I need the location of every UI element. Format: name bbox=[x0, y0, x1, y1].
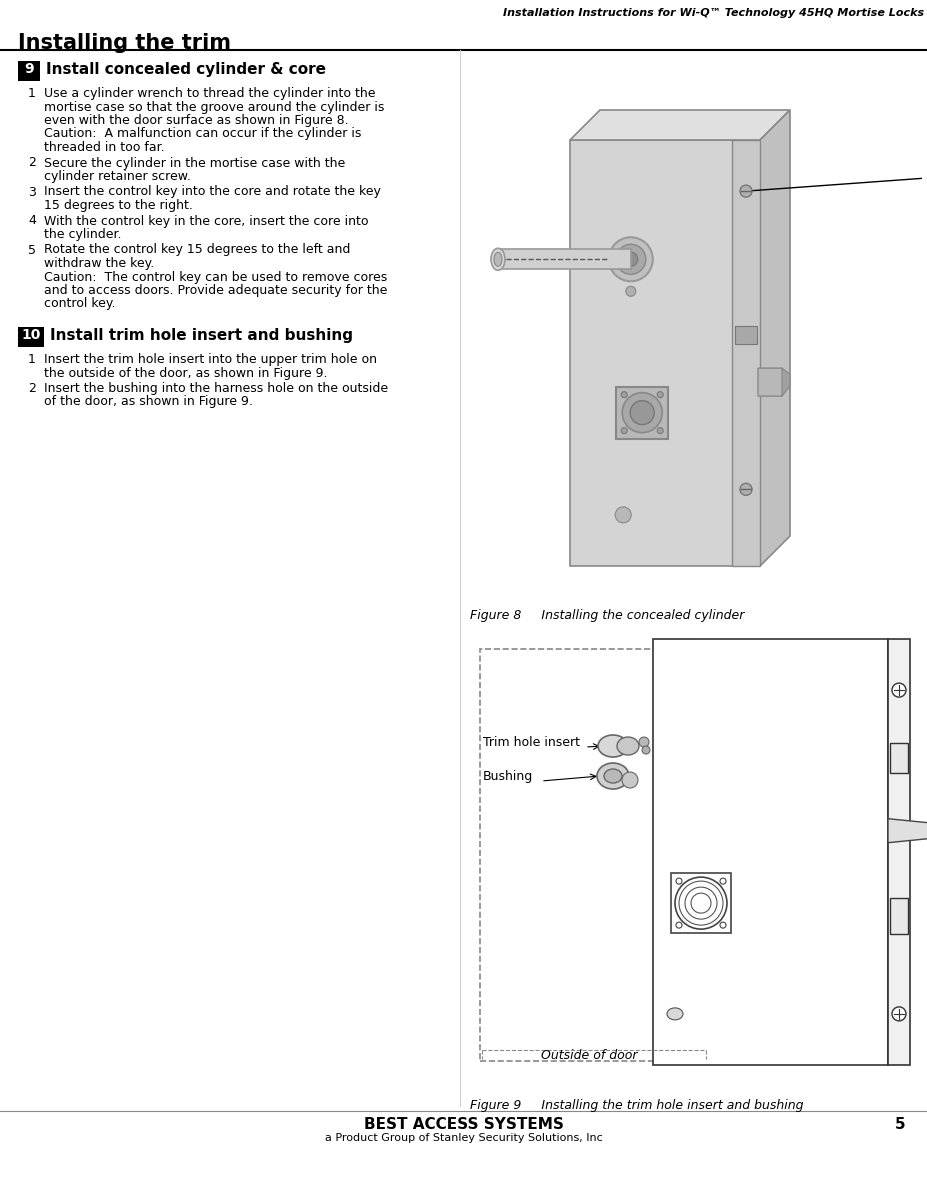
Circle shape bbox=[891, 1006, 905, 1021]
Text: mortise case so that the groove around the cylinder is: mortise case so that the groove around t… bbox=[44, 100, 384, 113]
Polygon shape bbox=[757, 368, 789, 397]
Ellipse shape bbox=[490, 248, 504, 270]
Text: 1: 1 bbox=[28, 87, 36, 100]
Circle shape bbox=[891, 684, 905, 697]
Ellipse shape bbox=[597, 735, 628, 757]
Polygon shape bbox=[569, 110, 789, 141]
Bar bbox=[569, 141, 759, 566]
Circle shape bbox=[719, 922, 725, 928]
Text: Outside of door: Outside of door bbox=[540, 1049, 637, 1062]
Text: Figure 8     Installing the concealed cylinder: Figure 8 Installing the concealed cylind… bbox=[469, 609, 743, 622]
Bar bbox=[18, 61, 40, 81]
Text: Use a cylinder wrench to thread the cylinder into the: Use a cylinder wrench to thread the cyli… bbox=[44, 87, 375, 100]
Circle shape bbox=[639, 737, 648, 747]
Circle shape bbox=[620, 428, 627, 434]
Circle shape bbox=[656, 428, 663, 434]
Circle shape bbox=[608, 237, 652, 281]
Circle shape bbox=[625, 286, 635, 297]
Text: BEST ACCESS SYSTEMS: BEST ACCESS SYSTEMS bbox=[363, 1117, 564, 1131]
Circle shape bbox=[621, 772, 638, 788]
Text: Caution:  The control key can be used to remove cores: Caution: The control key can be used to … bbox=[44, 270, 387, 283]
Text: Figure 9     Installing the trim hole insert and bushing: Figure 9 Installing the trim hole insert… bbox=[469, 1099, 803, 1112]
Ellipse shape bbox=[603, 769, 621, 782]
Circle shape bbox=[719, 878, 725, 884]
Ellipse shape bbox=[616, 737, 639, 755]
Text: 5: 5 bbox=[894, 1117, 905, 1131]
Text: Installation Instructions for Wi-Q™ Technology 45HQ Mortise Locks: Installation Instructions for Wi-Q™ Tech… bbox=[502, 8, 923, 18]
Text: Installing the trim: Installing the trim bbox=[18, 33, 231, 54]
Text: 1: 1 bbox=[28, 353, 36, 366]
Bar bbox=[887, 640, 909, 1065]
Bar bbox=[889, 743, 907, 773]
Polygon shape bbox=[653, 640, 703, 651]
Polygon shape bbox=[781, 368, 789, 397]
Text: Secure the cylinder in the mortise case with the: Secure the cylinder in the mortise case … bbox=[44, 156, 345, 169]
Text: Insert the bushing into the harness hole on the outside: Insert the bushing into the harness hole… bbox=[44, 382, 387, 395]
Text: Insert the control key into the core and rotate the key: Insert the control key into the core and… bbox=[44, 186, 380, 199]
Text: the outside of the door, as shown in Figure 9.: the outside of the door, as shown in Fig… bbox=[44, 367, 327, 380]
Text: Install trim hole insert and bushing: Install trim hole insert and bushing bbox=[50, 328, 352, 343]
Text: even with the door surface as shown in Figure 8.: even with the door surface as shown in F… bbox=[44, 114, 349, 127]
Circle shape bbox=[674, 877, 726, 929]
Text: Bushing: Bushing bbox=[482, 769, 533, 782]
Text: threaded in too far.: threaded in too far. bbox=[44, 141, 164, 154]
Bar bbox=[616, 387, 667, 438]
Circle shape bbox=[629, 400, 654, 425]
Ellipse shape bbox=[596, 763, 629, 788]
Circle shape bbox=[621, 393, 662, 432]
Circle shape bbox=[739, 484, 751, 495]
Circle shape bbox=[739, 185, 751, 198]
Ellipse shape bbox=[493, 252, 502, 267]
Bar bbox=[731, 141, 759, 566]
Text: 2: 2 bbox=[28, 382, 36, 395]
Bar bbox=[498, 249, 630, 269]
Text: Trim hole insert: Trim hole insert bbox=[482, 736, 579, 748]
Bar bbox=[889, 898, 907, 934]
Circle shape bbox=[623, 252, 637, 267]
Polygon shape bbox=[759, 110, 789, 566]
Text: Rotate the control key 15 degrees to the left and: Rotate the control key 15 degrees to the… bbox=[44, 243, 350, 256]
Text: Insert the trim hole insert into the upper trim hole on: Insert the trim hole insert into the upp… bbox=[44, 353, 376, 366]
Text: 4: 4 bbox=[28, 214, 36, 227]
Text: 15 degrees to the right.: 15 degrees to the right. bbox=[44, 199, 193, 212]
Text: a Product Group of Stanley Security Solutions, Inc: a Product Group of Stanley Security Solu… bbox=[324, 1133, 603, 1143]
Text: 5: 5 bbox=[28, 243, 36, 256]
Text: the cylinder.: the cylinder. bbox=[44, 227, 121, 241]
Text: 10: 10 bbox=[21, 328, 41, 342]
Text: Install concealed cylinder & core: Install concealed cylinder & core bbox=[46, 62, 325, 77]
Text: cylinder retainer screw.: cylinder retainer screw. bbox=[44, 170, 191, 183]
Text: With the control key in the core, insert the core into: With the control key in the core, insert… bbox=[44, 214, 368, 227]
Bar bbox=[18, 328, 44, 347]
Bar bbox=[467, 55, 921, 601]
Circle shape bbox=[656, 392, 663, 398]
Text: Caution:  A malfunction can occur if the cylinder is: Caution: A malfunction can occur if the … bbox=[44, 127, 361, 141]
Bar bbox=[734, 326, 756, 344]
Circle shape bbox=[675, 922, 681, 928]
Text: Cylinder
retainer
screw: Cylinder retainer screw bbox=[748, 155, 927, 198]
Bar bbox=[653, 640, 887, 1065]
Bar bbox=[467, 629, 919, 1091]
Text: of the door, as shown in Figure 9.: of the door, as shown in Figure 9. bbox=[44, 395, 252, 409]
Text: control key.: control key. bbox=[44, 298, 115, 311]
Circle shape bbox=[615, 507, 630, 523]
Text: 3: 3 bbox=[28, 186, 36, 199]
Ellipse shape bbox=[667, 1008, 682, 1019]
Text: 2: 2 bbox=[28, 156, 36, 169]
Circle shape bbox=[675, 878, 681, 884]
Text: and to access doors. Provide adequate security for the: and to access doors. Provide adequate se… bbox=[44, 283, 387, 297]
Text: 9: 9 bbox=[24, 62, 33, 76]
Circle shape bbox=[620, 392, 627, 398]
Circle shape bbox=[641, 746, 649, 754]
Bar bbox=[479, 649, 707, 1061]
Bar bbox=[670, 873, 730, 933]
Text: withdraw the key.: withdraw the key. bbox=[44, 257, 154, 270]
Circle shape bbox=[616, 244, 645, 274]
Polygon shape bbox=[887, 818, 927, 843]
